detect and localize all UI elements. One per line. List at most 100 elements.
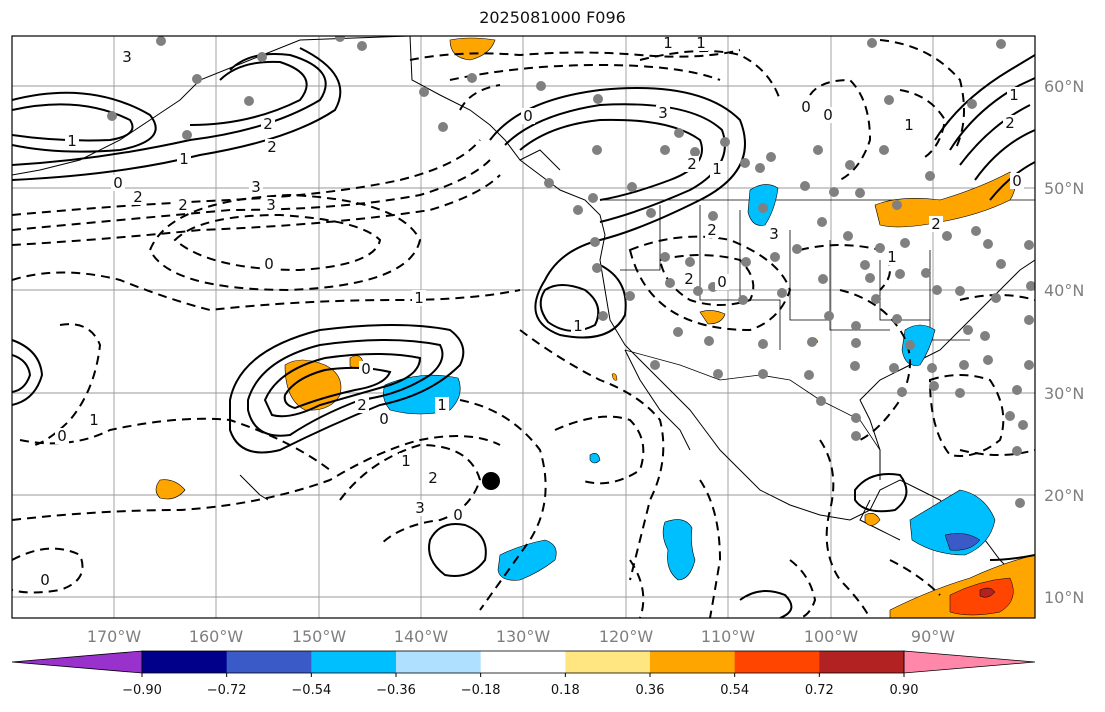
- colorbar-tick-label: −0.90: [122, 683, 162, 698]
- longitude-axis: 170°W 160°W 150°W 140°W 130°W 120°W 110°…: [87, 627, 955, 646]
- contour-label-bg: [1010, 173, 1024, 189]
- graticule: [12, 36, 1035, 618]
- contour-label-bg: [131, 189, 145, 205]
- contour-label-bg: [177, 151, 191, 167]
- contour-label: 0: [40, 571, 50, 589]
- contour-label: 3: [658, 104, 668, 122]
- contour-label: 0: [379, 410, 389, 428]
- contour-label: 2: [931, 215, 941, 233]
- contour-label-bg: [355, 397, 369, 413]
- contour-label-bg: [1007, 87, 1021, 103]
- contour-label-bg: [261, 116, 275, 132]
- contour-label-bg: [705, 222, 719, 238]
- colorbar-tick-label: −0.72: [207, 683, 247, 698]
- contour-label: 0: [361, 360, 371, 378]
- lon-label-140w: 140°W: [394, 627, 449, 646]
- contour-label: 0: [717, 273, 727, 291]
- contour-label-bg: [38, 572, 52, 588]
- contour-label-bg: [682, 271, 696, 287]
- contour-label: 3: [251, 178, 261, 196]
- contour-label-bg: [885, 249, 899, 265]
- solid-contours: [12, 47, 1035, 618]
- contour-label: 2: [357, 396, 367, 414]
- contour-label-bg: [715, 274, 729, 290]
- colorbar-tick-label: 0.90: [890, 683, 919, 698]
- contour-label-bg: [264, 197, 278, 213]
- contour-label: 1: [401, 452, 411, 470]
- latitude-axis: 60°N 50°N 40°N 30°N 20°N 10°N: [1044, 77, 1084, 607]
- lon-label-170w: 170°W: [87, 627, 142, 646]
- contour-label: 1: [89, 411, 99, 429]
- contour-label: 0: [57, 427, 67, 445]
- contour-label: 1: [573, 317, 583, 335]
- colorbar-bin: [650, 651, 736, 673]
- contour-label: 0: [823, 106, 833, 124]
- contour-label: 2: [267, 138, 277, 156]
- contour-label-bg: [656, 105, 670, 121]
- contour-label: 3: [122, 48, 132, 66]
- contour-label: 1: [179, 150, 189, 168]
- contour-label: 3: [266, 196, 276, 214]
- contour-label: 1: [437, 396, 447, 414]
- contour-label: 1: [696, 34, 706, 52]
- lat-label-60n: 60°N: [1044, 77, 1084, 96]
- contour-label-bg: [710, 161, 724, 177]
- contour-label-bg: [929, 216, 943, 232]
- colorbar-bin: [734, 651, 820, 673]
- lat-label-50n: 50°N: [1044, 179, 1084, 198]
- contour-label-bg: [176, 197, 190, 213]
- contour-label: 2: [684, 270, 694, 288]
- colorbar-bin: [480, 651, 566, 673]
- contour-label-bg: [767, 226, 781, 242]
- contour-label: 1: [414, 289, 424, 307]
- contour-label: 1: [663, 34, 673, 52]
- lat-label-30n: 30°N: [1044, 384, 1084, 403]
- colorbar-bin: [565, 651, 651, 673]
- colorbar-bin: [819, 651, 905, 673]
- contour-label: 0: [801, 98, 811, 116]
- lat-label-40n: 40°N: [1044, 281, 1084, 300]
- contour-label-bg: [399, 453, 413, 469]
- contour-label: 0: [264, 255, 274, 273]
- contour-label: 3: [769, 225, 779, 243]
- colorbar-frame: [141, 650, 905, 674]
- map-title: 2025081000 F096: [479, 8, 626, 27]
- colorbar-tick-label: 0.54: [720, 683, 749, 698]
- contour-label: 1: [712, 160, 722, 178]
- colorbar-bin: [142, 651, 228, 673]
- contour-label-bg: [435, 397, 449, 413]
- contour-label: 2: [133, 188, 143, 206]
- contour-label-bg: [521, 108, 535, 124]
- colorbar-tick-label: −0.54: [291, 683, 331, 698]
- contour-label-bg: [426, 470, 440, 486]
- colorbar-bin: [311, 651, 397, 673]
- contour-label: 2: [707, 221, 717, 239]
- lon-label-100w: 100°W: [804, 627, 859, 646]
- colorbar-tick-label: −0.18: [461, 683, 501, 698]
- colorbar-tick-label: 0.18: [551, 683, 580, 698]
- contour-label: 0: [523, 107, 533, 125]
- contour-label-bg: [1003, 115, 1017, 131]
- colorbar-bin: [396, 651, 482, 673]
- contour-label-bg: [821, 107, 835, 123]
- contour-label-bg: [902, 117, 916, 133]
- contour-label-bg: [249, 179, 263, 195]
- contour-label-bg: [661, 36, 675, 51]
- lon-label-150w: 150°W: [292, 627, 347, 646]
- contour-label-bg: [111, 175, 125, 191]
- colorbar: −0.90 −0.72 −0.54 −0.36 −0.18 0.18 0.36 0.54 0.7…: [11, 650, 1036, 698]
- contour-label: 1: [67, 132, 77, 150]
- contour-label: 2: [428, 469, 438, 487]
- contour-label-bg: [685, 156, 699, 172]
- lon-label-120w: 120°W: [599, 627, 654, 646]
- contour-label-bg: [694, 36, 708, 51]
- colorbar-bin: [226, 651, 312, 673]
- station-markers: [107, 36, 1035, 508]
- contour-label: 2: [178, 196, 188, 214]
- contour-label: 0: [1012, 172, 1022, 190]
- contour-label: 2: [687, 155, 697, 173]
- colorbar-extend-low: [11, 650, 143, 674]
- contour-label: 0: [453, 506, 463, 524]
- colorbar-tick-label: −0.36: [376, 683, 416, 698]
